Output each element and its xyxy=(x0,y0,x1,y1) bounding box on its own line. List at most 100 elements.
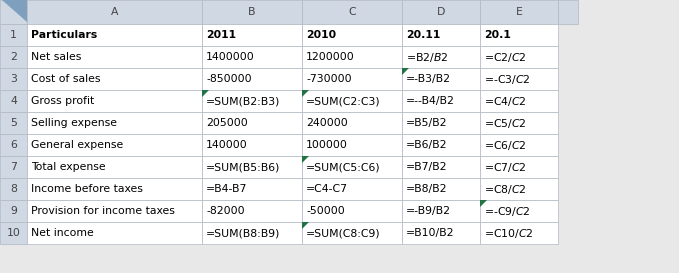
Bar xyxy=(480,112,558,134)
Text: =B10/B2: =B10/B2 xyxy=(406,228,454,238)
Bar xyxy=(0,178,27,200)
Text: 3: 3 xyxy=(10,74,17,84)
Text: -50000: -50000 xyxy=(306,206,345,216)
Text: -850000: -850000 xyxy=(206,74,252,84)
Text: =SUM(B8:B9): =SUM(B8:B9) xyxy=(206,228,280,238)
Text: A: A xyxy=(111,7,118,17)
Bar xyxy=(27,200,202,222)
Bar xyxy=(480,156,558,178)
Bar xyxy=(0,90,27,112)
Bar xyxy=(27,134,202,156)
Bar xyxy=(480,24,558,46)
Text: Cost of sales: Cost of sales xyxy=(31,74,100,84)
Bar xyxy=(402,90,480,112)
Text: 9: 9 xyxy=(10,206,17,216)
Text: 100000: 100000 xyxy=(306,140,348,150)
Bar xyxy=(202,222,302,244)
Polygon shape xyxy=(402,68,409,75)
Bar xyxy=(0,46,27,68)
Bar xyxy=(480,178,558,200)
Bar xyxy=(302,46,402,68)
Bar xyxy=(402,46,480,68)
Bar xyxy=(27,178,202,200)
Bar xyxy=(0,0,27,24)
Text: 5: 5 xyxy=(10,118,17,128)
Text: D: D xyxy=(437,7,445,17)
Bar xyxy=(302,222,402,244)
Polygon shape xyxy=(480,200,487,207)
Bar xyxy=(202,112,302,134)
Text: 4: 4 xyxy=(10,96,17,106)
Text: 10: 10 xyxy=(7,228,20,238)
Bar xyxy=(202,68,302,90)
Bar xyxy=(0,134,27,156)
Bar xyxy=(27,112,202,134)
Text: =B8/B2: =B8/B2 xyxy=(406,184,447,194)
Bar xyxy=(402,24,480,46)
Text: =SUM(B5:B6): =SUM(B5:B6) xyxy=(206,162,280,172)
Text: -82000: -82000 xyxy=(206,206,244,216)
Bar xyxy=(302,90,402,112)
Text: =C7/$C$2: =C7/$C$2 xyxy=(484,161,527,174)
Text: 1200000: 1200000 xyxy=(306,52,354,62)
Bar xyxy=(0,68,27,90)
Text: =SUM(C8:C9): =SUM(C8:C9) xyxy=(306,228,381,238)
Bar xyxy=(480,0,558,24)
Text: =C8/$C$2: =C8/$C$2 xyxy=(484,182,527,195)
Bar xyxy=(27,222,202,244)
Bar xyxy=(27,0,202,24)
Bar xyxy=(0,112,27,134)
Polygon shape xyxy=(202,90,209,97)
Bar xyxy=(202,156,302,178)
Text: General expense: General expense xyxy=(31,140,124,150)
Text: =C10/$C$2: =C10/$C$2 xyxy=(484,227,534,239)
Bar xyxy=(0,222,27,244)
Text: =B4-B7: =B4-B7 xyxy=(206,184,247,194)
Bar xyxy=(202,200,302,222)
Bar xyxy=(202,90,302,112)
Bar xyxy=(402,134,480,156)
Bar xyxy=(0,156,27,178)
Text: Net income: Net income xyxy=(31,228,94,238)
Text: 2: 2 xyxy=(10,52,17,62)
Text: Total expense: Total expense xyxy=(31,162,106,172)
Text: E: E xyxy=(515,7,522,17)
Bar xyxy=(302,0,402,24)
Text: 6: 6 xyxy=(10,140,17,150)
Text: =-B3/B2: =-B3/B2 xyxy=(406,74,451,84)
Text: 240000: 240000 xyxy=(306,118,348,128)
Text: B: B xyxy=(249,7,256,17)
Bar xyxy=(402,68,480,90)
Bar xyxy=(302,68,402,90)
Text: =C2/$C$2: =C2/$C$2 xyxy=(484,51,527,64)
Bar xyxy=(480,46,558,68)
Bar xyxy=(27,90,202,112)
Text: =C6/$C$2: =C6/$C$2 xyxy=(484,138,527,152)
Text: 140000: 140000 xyxy=(206,140,248,150)
Bar xyxy=(27,46,202,68)
Polygon shape xyxy=(302,222,309,229)
Text: Particulars: Particulars xyxy=(31,30,97,40)
Bar xyxy=(302,178,402,200)
Bar xyxy=(302,112,402,134)
Bar xyxy=(480,222,558,244)
Bar xyxy=(402,200,480,222)
Text: C: C xyxy=(348,7,356,17)
Text: =SUM(B2:B3): =SUM(B2:B3) xyxy=(206,96,280,106)
Text: =B2/$B$2: =B2/$B$2 xyxy=(406,51,448,64)
Text: =-C9/$C$2: =-C9/$C$2 xyxy=(484,204,530,218)
Text: =SUM(C2:C3): =SUM(C2:C3) xyxy=(306,96,381,106)
Polygon shape xyxy=(302,90,309,97)
Polygon shape xyxy=(302,156,309,163)
Text: Provision for income taxes: Provision for income taxes xyxy=(31,206,175,216)
Bar xyxy=(27,24,202,46)
Bar xyxy=(402,222,480,244)
Text: =-C3/$C$2: =-C3/$C$2 xyxy=(484,73,530,85)
Polygon shape xyxy=(2,0,27,22)
Text: =-B9/B2: =-B9/B2 xyxy=(406,206,451,216)
Bar xyxy=(480,200,558,222)
Text: 8: 8 xyxy=(10,184,17,194)
Bar xyxy=(202,0,302,24)
Bar xyxy=(202,178,302,200)
Text: Selling expense: Selling expense xyxy=(31,118,117,128)
